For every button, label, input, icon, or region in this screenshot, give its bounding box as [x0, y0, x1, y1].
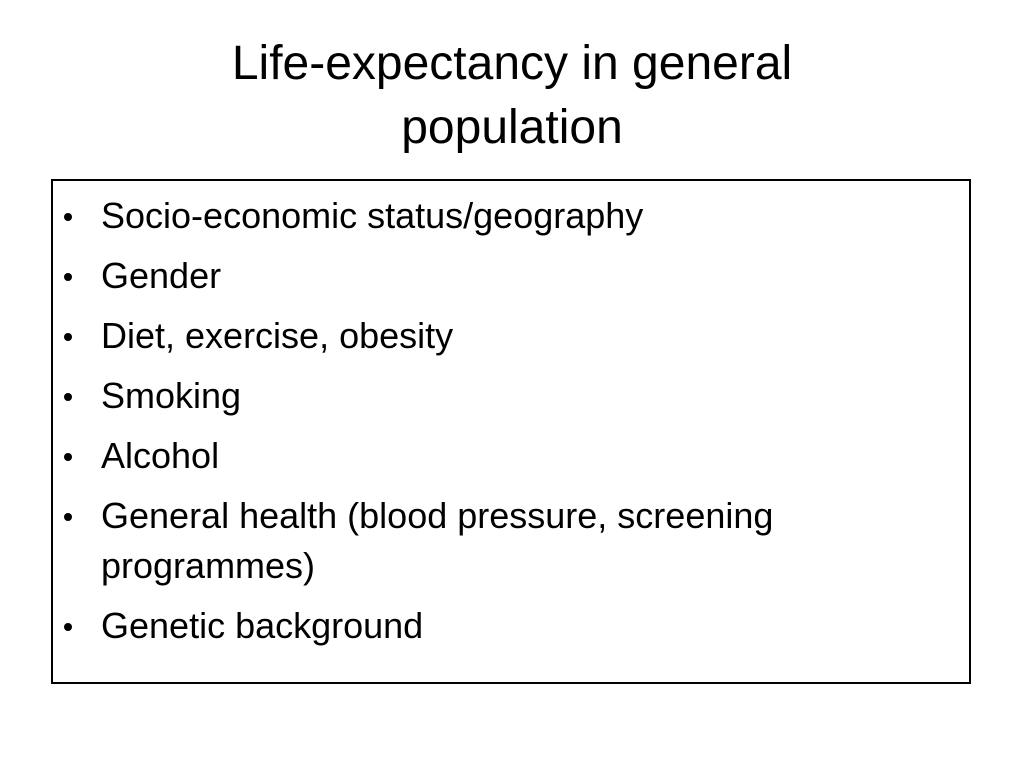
bullet-dot — [64, 213, 72, 221]
bullet-dot — [64, 393, 72, 401]
bullet-text: Gender — [101, 255, 222, 296]
bullet-item: General health (blood pressure, screenin… — [53, 491, 969, 591]
bullet-item: Genetic background — [53, 601, 969, 651]
bullet-text: Alcohol — [101, 435, 220, 476]
bullet-item: Smoking — [53, 371, 969, 421]
bullet-dot — [64, 513, 72, 521]
bullet-text: Diet, exercise, obesity — [101, 315, 454, 356]
bullet-text: Genetic background — [101, 605, 424, 646]
bullet-text: Socio-economic status/geography — [101, 195, 644, 236]
slide-title: Life-expectancy in general population — [231, 37, 793, 154]
content-box: Socio-economic status/geography Gender Die… — [51, 179, 971, 684]
bullet-item: Alcohol — [53, 431, 969, 481]
bullet-dot — [64, 453, 72, 461]
bullet-dot — [64, 623, 72, 631]
bullet-text: General health (blood pressure, screenin… — [101, 495, 774, 586]
bullet-list: Socio-economic status/geography Gender Die… — [53, 181, 969, 651]
bullet-item: Gender — [53, 251, 969, 301]
bullet-text: Smoking — [101, 375, 242, 416]
bullet-item: Socio-economic status/geography — [53, 191, 969, 241]
bullet-dot — [64, 273, 72, 281]
bullet-item: Diet, exercise, obesity — [53, 311, 969, 361]
bullet-dot — [64, 333, 72, 341]
